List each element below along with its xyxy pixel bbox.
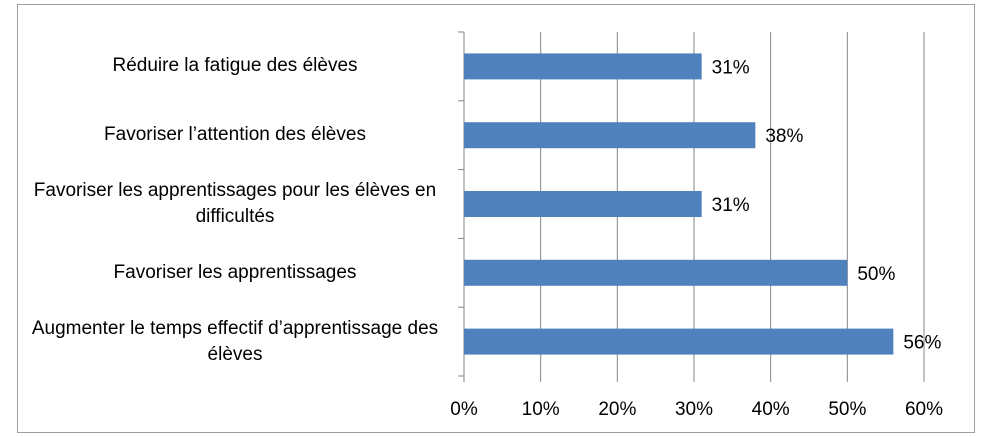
y-category-label: Favoriser les apprentissages: [113, 261, 357, 283]
data-label: 31%: [712, 195, 750, 216]
bar: [464, 191, 702, 217]
bar: [464, 328, 894, 355]
data-label: 38%: [765, 126, 803, 147]
x-tick-label: 60%: [905, 399, 943, 420]
y-category-label: Favoriser les apprentissages pour les él…: [33, 180, 437, 227]
y-category-label: Favoriser l’attention des élèves: [104, 124, 366, 146]
y-category-label: Réduire la fatigue des élèves: [112, 55, 358, 77]
x-tick-label: 10%: [522, 399, 560, 420]
x-tick-label: 20%: [598, 399, 636, 420]
data-label: 50%: [857, 264, 895, 285]
x-tick-label: 50%: [828, 399, 866, 420]
bar: [464, 122, 756, 149]
x-tick-label: 0%: [450, 399, 478, 420]
x-tick-label: 30%: [675, 399, 713, 420]
data-label: 56%: [903, 333, 941, 354]
y-category-label: Augmenter le temps effectif d’apprentiss…: [31, 317, 439, 365]
x-tick-label: 40%: [752, 399, 790, 420]
bar: [464, 53, 702, 80]
bar: [464, 259, 848, 286]
data-label: 31%: [712, 57, 750, 78]
